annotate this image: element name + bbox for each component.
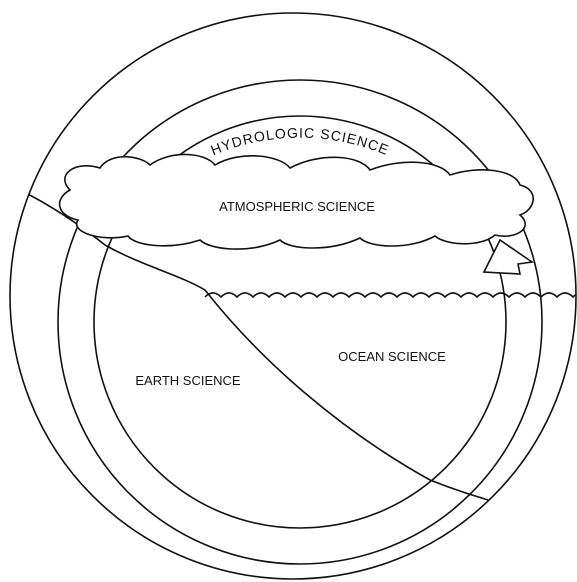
earth-label: EARTH SCIENCE — [135, 373, 241, 388]
ring-label: HYDROLOGIC SCIENCE — [208, 125, 391, 158]
ring-label-path: HYDROLOGIC SCIENCE — [208, 125, 390, 158]
atmosphere-label: ATMOSPHERIC SCIENCE — [219, 199, 375, 214]
ring-inner — [93, 115, 507, 529]
ring-arrowhead — [482, 238, 535, 275]
ocean-label: OCEAN SCIENCE — [338, 349, 446, 364]
cloud — [58, 153, 534, 250]
ring-outer — [57, 79, 543, 565]
outer-circle — [9, 12, 577, 580]
water-surface — [204, 292, 576, 299]
